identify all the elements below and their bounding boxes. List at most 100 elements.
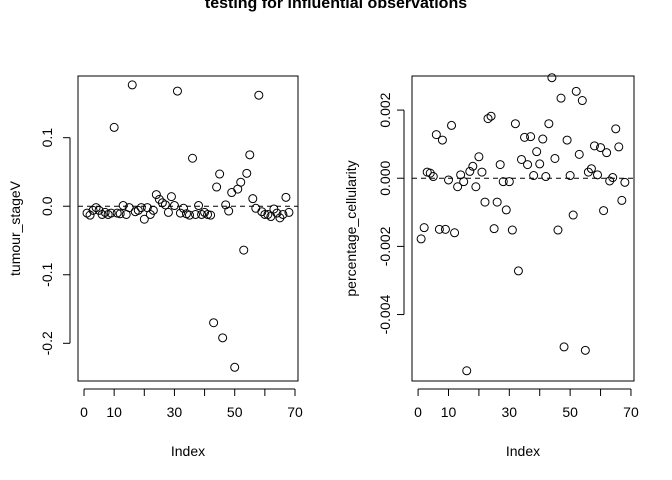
- panel-2-x-tick-label: 30: [502, 404, 518, 420]
- panel-1-data-point: [200, 207, 210, 217]
- panel-2-data-point: [520, 132, 530, 142]
- panel-1-y-tick-label: -0.1: [39, 262, 55, 286]
- panel-1-x-tick-label: 10: [106, 404, 122, 420]
- panel-2-data-point: [596, 143, 606, 153]
- panel-1-data-point: [185, 210, 195, 220]
- panel-2-data-point: [544, 119, 554, 129]
- panel-2-x-tick-label: 50: [562, 404, 578, 420]
- panel-1-data-point: [242, 168, 252, 178]
- panel-2-data-point: [541, 172, 551, 182]
- panel-1-y-tick-label: -0.2: [39, 331, 55, 355]
- panel-2-data-point: [501, 205, 511, 215]
- panel-2-data-point: [483, 114, 493, 124]
- panel-2-data-point: [562, 135, 572, 145]
- panel-1-data-point: [209, 318, 219, 328]
- panel-1-y-tick-label: 0.1: [39, 128, 55, 148]
- panel-2-data-point: [617, 195, 627, 205]
- panel-1-data-point: [254, 90, 264, 100]
- panel-2-data-point: [602, 148, 612, 158]
- panel-1-data-point: [127, 80, 137, 90]
- panel-2-data-point: [580, 345, 590, 355]
- panel-1-data-point: [106, 208, 116, 218]
- panel-2-data-point: [492, 197, 502, 207]
- panel-2-data-point: [620, 177, 630, 187]
- panel-1-data-point: [136, 203, 146, 213]
- panel-1-data-point: [163, 207, 173, 217]
- panel-1-data-point: [227, 188, 237, 198]
- panel-1-data-point: [133, 205, 143, 215]
- panel-2-x-axis-label: Index: [506, 443, 540, 459]
- scatter-panel-tumour-stagev: 0 10 30 50 70 -0.2 -0.1 0.0 0.1 Index tumour_stage…: [7, 75, 303, 459]
- panel-2-data-point: [577, 96, 587, 106]
- panel-1-data-point: [281, 192, 291, 202]
- panel-2-data-point: [611, 124, 621, 134]
- panel-1-data-point: [284, 207, 294, 217]
- panel-1-data-point: [239, 245, 249, 255]
- panel-1-plot-frame: [77, 75, 299, 382]
- panel-1-data-point: [118, 201, 128, 211]
- panel-1-data-point: [148, 205, 158, 215]
- panel-2-y-tick-label: -0.002: [377, 226, 393, 266]
- panel-2-data-point: [535, 159, 545, 169]
- panel-1-data-point: [224, 206, 234, 216]
- panel-1-data-point: [124, 203, 134, 213]
- panel-1-y-tick-label: 0.0: [39, 196, 55, 216]
- panel-2-data-point: [538, 134, 548, 144]
- panel-2-data-point: [513, 266, 523, 276]
- panel-2-data-point: [450, 228, 460, 238]
- panel-2-y-axis-label: percentage_cellularity: [343, 160, 359, 296]
- panel-2-data-point: [489, 224, 499, 234]
- panel-2-data-point: [526, 132, 536, 142]
- panel-1-data-point: [151, 190, 161, 200]
- panel-2-data-point: [599, 206, 609, 216]
- panel-2-data-point: [480, 197, 490, 207]
- panel-1-y-axis-label: tumour_stageV: [7, 180, 23, 276]
- panel-1-data-point: [197, 209, 207, 219]
- panel-2-data-point: [425, 168, 435, 178]
- panel-2-data-point: [574, 149, 584, 159]
- panel-1-data-point: [215, 169, 225, 179]
- panel-1-data-point: [85, 210, 95, 220]
- panel-1-data-point: [91, 203, 101, 213]
- panel-2-data-point: [605, 176, 615, 186]
- panel-2-x-tick-label: 0: [414, 404, 422, 420]
- panel-1-data-point: [188, 153, 198, 163]
- panel-1-data-point: [160, 200, 170, 210]
- panel-1-data-point: [97, 209, 107, 219]
- panel-2-data-point: [431, 130, 441, 140]
- panel-1-data-point: [230, 362, 240, 372]
- panel-1-x-axis-label: Index: [171, 443, 205, 459]
- panel-1-data-point: [218, 333, 228, 343]
- panel-1-data-point: [169, 201, 179, 211]
- panel-2-data-point: [571, 86, 581, 96]
- panel-1-x-tick-label: 0: [80, 404, 88, 420]
- panel-1-x-tick-label: 70: [287, 404, 303, 420]
- panel-2-plot-frame: [411, 75, 635, 382]
- panel-2-data-point: [553, 225, 563, 235]
- panel-2-data-point: [443, 175, 453, 185]
- panel-1-data-point: [191, 209, 201, 219]
- panel-2-data-point: [440, 224, 450, 234]
- panel-1-data-point: [245, 150, 255, 160]
- panel-2-x-tick-label: 70: [623, 404, 639, 420]
- panel-2-data-point: [529, 171, 539, 181]
- panel-2-data-point: [437, 135, 447, 145]
- panel-2-data-point: [459, 177, 469, 187]
- panel-1-data-point: [212, 182, 222, 192]
- panel-1-data-point: [82, 208, 92, 218]
- panel-2-data-point: [586, 164, 596, 174]
- panel-2-data-point: [507, 225, 517, 235]
- panel-2-x-tick-label: 10: [441, 404, 457, 420]
- panel-1-data-point: [175, 208, 185, 218]
- panel-2-data-point: [477, 167, 487, 177]
- panel-1-data-point: [172, 86, 182, 96]
- panel-2-data-point: [504, 177, 514, 187]
- panel-2-data-point: [419, 223, 429, 233]
- panel-2-data-point: [498, 177, 508, 187]
- panel-1-data-point: [221, 200, 231, 210]
- panel-2-data-point: [614, 142, 624, 152]
- panel-1-data-point: [194, 201, 204, 211]
- panel-1-data-point: [278, 209, 288, 219]
- panel-2-y-tick-label: 0.002: [377, 92, 393, 127]
- panel-1-x-tick-label: 30: [167, 404, 183, 420]
